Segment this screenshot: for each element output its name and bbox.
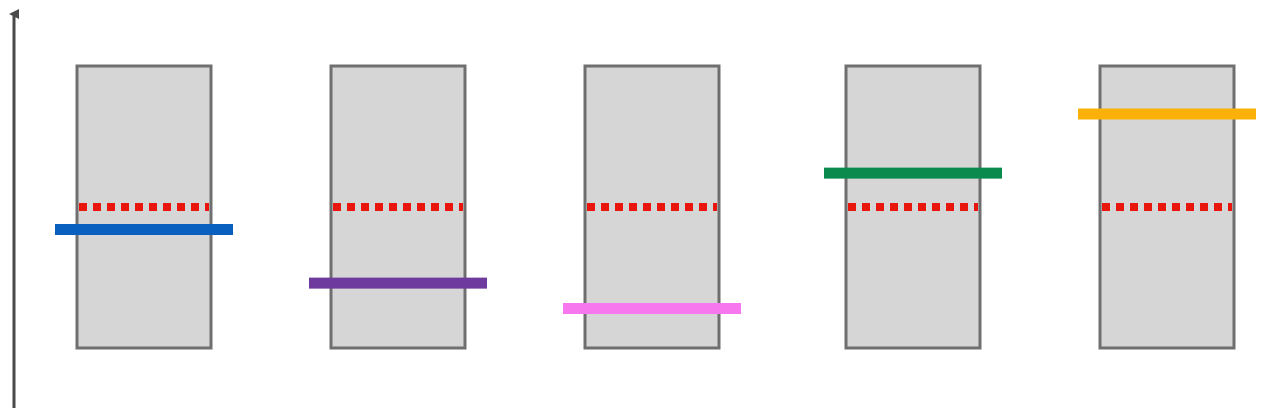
column-blue (55, 64, 233, 350)
column-green (824, 64, 1002, 350)
column-pink (563, 64, 741, 350)
column-box-green (844, 64, 982, 350)
columns (55, 64, 1256, 350)
column-orange (1078, 64, 1256, 350)
column-purple (309, 64, 487, 350)
column-box-blue (75, 64, 213, 350)
